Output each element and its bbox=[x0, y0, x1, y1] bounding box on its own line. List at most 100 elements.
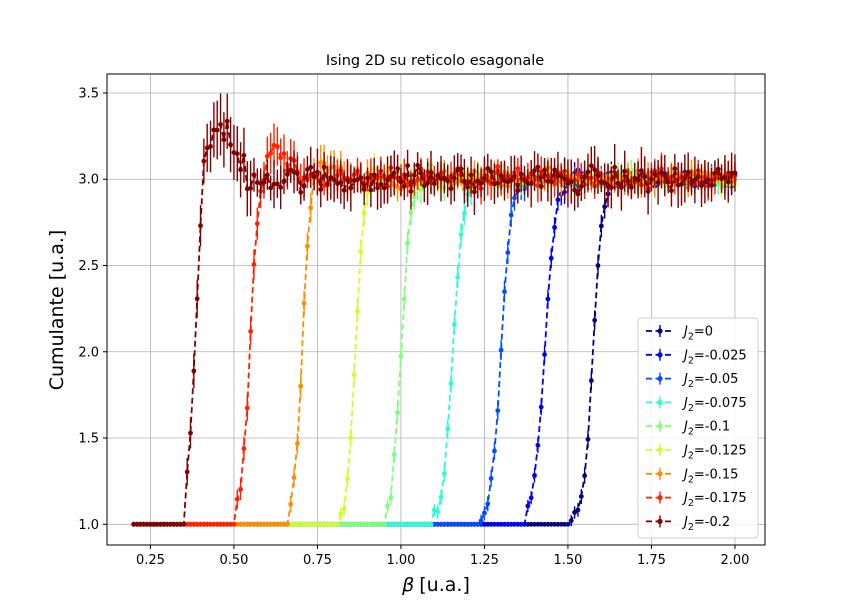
data-point bbox=[602, 180, 608, 186]
data-point bbox=[625, 178, 631, 184]
data-point bbox=[348, 185, 354, 191]
data-point bbox=[305, 243, 310, 249]
data-point bbox=[238, 486, 244, 492]
data-point bbox=[365, 190, 370, 196]
data-point bbox=[535, 442, 541, 448]
data-point bbox=[435, 509, 441, 515]
data-point bbox=[138, 521, 143, 527]
x-tick-label: 1.00 bbox=[386, 553, 415, 568]
data-point bbox=[572, 509, 578, 515]
data-point bbox=[241, 446, 247, 451]
data-point bbox=[401, 183, 407, 189]
data-point bbox=[451, 175, 457, 181]
legend-marker bbox=[657, 423, 663, 429]
data-point bbox=[281, 179, 287, 184]
data-point bbox=[375, 185, 380, 191]
data-point bbox=[455, 274, 461, 280]
data-point bbox=[512, 195, 517, 201]
data-point bbox=[635, 177, 641, 183]
data-point bbox=[355, 521, 360, 527]
data-point bbox=[301, 183, 307, 189]
data-point bbox=[301, 521, 307, 527]
data-point bbox=[732, 170, 738, 176]
data-point bbox=[398, 353, 404, 359]
data-point bbox=[294, 171, 300, 176]
data-point bbox=[281, 521, 287, 527]
data-point bbox=[405, 521, 411, 527]
x-tick-label: 1.25 bbox=[470, 553, 499, 568]
data-point bbox=[358, 249, 364, 254]
data-point bbox=[669, 188, 674, 194]
data-point bbox=[618, 185, 624, 190]
data-point bbox=[538, 521, 544, 527]
data-point bbox=[441, 471, 447, 476]
data-point bbox=[595, 263, 601, 268]
y-axis-label: Cumulante [u.a.] bbox=[46, 230, 68, 391]
data-point bbox=[615, 180, 621, 186]
data-point bbox=[542, 352, 547, 357]
data-point bbox=[151, 521, 157, 527]
data-point bbox=[355, 308, 360, 314]
data-point bbox=[572, 187, 578, 193]
data-point bbox=[448, 381, 454, 386]
data-point bbox=[191, 368, 197, 374]
data-point bbox=[184, 521, 190, 527]
data-point bbox=[368, 521, 374, 527]
data-point bbox=[231, 521, 237, 527]
data-point bbox=[381, 521, 387, 527]
data-point bbox=[161, 521, 167, 527]
data-point bbox=[475, 521, 481, 527]
data-point bbox=[622, 168, 628, 174]
data-point bbox=[642, 174, 648, 180]
data-point bbox=[695, 174, 701, 180]
legend-item: J2=-0.075 bbox=[646, 396, 747, 414]
data-point bbox=[325, 180, 330, 186]
data-point bbox=[148, 521, 153, 527]
legend-box bbox=[637, 317, 759, 539]
data-point bbox=[284, 171, 290, 177]
data-point bbox=[308, 164, 314, 170]
legend-marker bbox=[657, 328, 663, 334]
data-point bbox=[385, 521, 390, 527]
data-point bbox=[278, 521, 284, 527]
data-point bbox=[158, 521, 163, 527]
data-point bbox=[341, 187, 347, 193]
data-point bbox=[405, 163, 411, 169]
data-point bbox=[608, 185, 614, 191]
data-point bbox=[318, 521, 324, 527]
data-point bbox=[264, 172, 270, 178]
data-point bbox=[415, 521, 421, 527]
data-point bbox=[705, 177, 711, 183]
x-tick-label: 0.50 bbox=[219, 553, 248, 568]
data-point bbox=[478, 180, 484, 186]
data-point bbox=[582, 473, 588, 479]
data-point bbox=[221, 521, 227, 527]
data-point bbox=[578, 184, 584, 189]
legend-label: J2=-0.05 bbox=[681, 372, 738, 390]
x-tick-label: 2.00 bbox=[720, 553, 749, 568]
data-point bbox=[365, 521, 370, 527]
data-point bbox=[288, 521, 294, 527]
data-point bbox=[535, 521, 541, 527]
data-point bbox=[238, 521, 244, 527]
data-point bbox=[348, 521, 354, 527]
data-point bbox=[348, 435, 354, 441]
data-point bbox=[472, 521, 477, 527]
legend-label: J2=-0.125 bbox=[681, 444, 747, 462]
data-point bbox=[358, 521, 364, 527]
data-point bbox=[188, 430, 193, 436]
data-point bbox=[729, 170, 734, 176]
data-point bbox=[468, 521, 474, 527]
legend-label: J2=-0.075 bbox=[681, 396, 747, 414]
data-point bbox=[411, 172, 417, 178]
data-point bbox=[188, 521, 193, 527]
data-point bbox=[241, 152, 247, 158]
data-point bbox=[408, 210, 414, 216]
data-point bbox=[248, 521, 254, 527]
data-point bbox=[482, 521, 487, 527]
data-point bbox=[398, 521, 404, 527]
data-point bbox=[485, 165, 491, 171]
data-point bbox=[725, 179, 731, 185]
data-point bbox=[395, 166, 400, 171]
data-point bbox=[435, 521, 441, 527]
